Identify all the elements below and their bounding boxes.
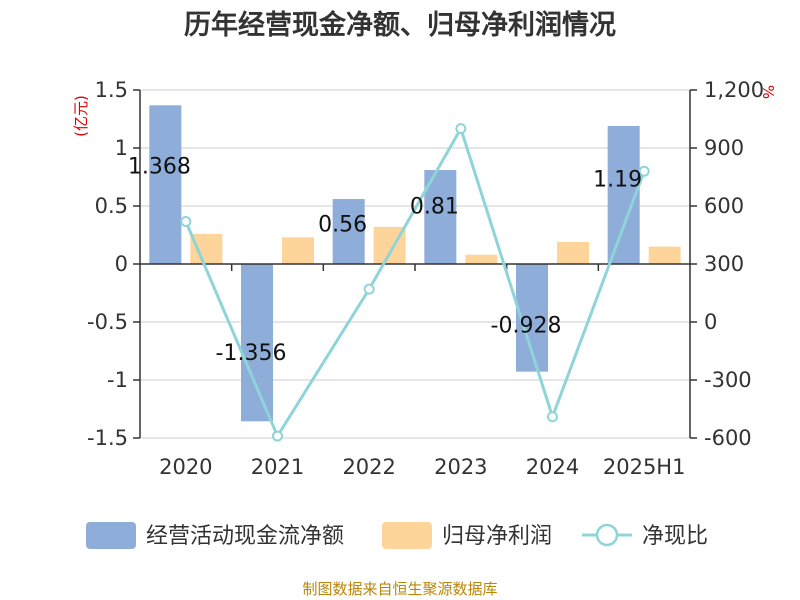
bar-data-label: 0.56	[318, 213, 367, 238]
legend-swatch	[382, 522, 432, 549]
line-series	[180, 123, 650, 442]
legend: 经营活动现金流净额 归母净利润 净现比	[86, 522, 708, 549]
axes	[133, 89, 697, 439]
source-note: 制图数据来自恒生聚源数据库	[302, 580, 497, 598]
line-point	[363, 283, 375, 295]
line-point	[638, 165, 650, 177]
bar	[648, 246, 681, 264]
bar	[332, 199, 365, 264]
x-tick-label: 2025H1	[603, 455, 686, 479]
right-tick-label: 900	[704, 136, 744, 160]
tick-labels: 1.5 1 0.5 0 -0.5 -1 -1.5 1,200 900 600 300 0 -300 -60…	[87, 78, 764, 479]
bar	[190, 233, 223, 264]
right-tick-label: 0	[704, 310, 717, 334]
chart-title: 历年经营现金净额、归母净利润情况	[184, 9, 616, 41]
right-tick-label: 600	[704, 194, 744, 218]
bar-data-label: -0.928	[491, 313, 562, 338]
line-point	[272, 430, 283, 442]
series-line	[184, 124, 646, 440]
bar-data-label: 1.19	[593, 167, 642, 192]
legend-swatch	[86, 522, 136, 549]
left-tick-label: 0.5	[95, 194, 128, 218]
x-tick-label: 2020	[159, 455, 212, 479]
line-point	[455, 123, 467, 135]
legend-swatch-marker	[595, 523, 619, 547]
line-point	[547, 411, 558, 423]
x-tick-label: 2023	[434, 455, 487, 479]
right-tick-label: -600	[704, 426, 752, 450]
right-axis-unit: %	[759, 85, 777, 99]
x-tick-label: 2024	[526, 455, 579, 479]
right-tick-label: 1,200	[704, 78, 764, 102]
left-tick-label: 1	[115, 136, 128, 160]
bar	[465, 254, 498, 264]
left-tick-label: -1.5	[87, 426, 128, 450]
left-tick-label: 1.5	[95, 78, 128, 102]
left-tick-label: 0	[115, 252, 128, 276]
right-tick-label: 300	[704, 252, 744, 276]
x-tick-label: 2021	[251, 455, 304, 479]
bar	[241, 264, 273, 422]
bar-data-label: -1.356	[216, 341, 287, 366]
bar-data-label: 1.368	[128, 155, 191, 180]
bar-data-label: 0.81	[410, 195, 459, 220]
legend-label: 净现比	[642, 524, 708, 549]
bar	[282, 237, 314, 264]
bar	[149, 105, 182, 264]
left-tick-label: -0.5	[87, 310, 128, 334]
line-point	[180, 215, 192, 227]
legend-label: 经营活动现金流净额	[146, 524, 344, 549]
left-axis-unit: (亿元)	[72, 95, 90, 137]
right-tick-label: -300	[704, 368, 752, 392]
data-labels: 1.368 -1.356 0.56 0.81 -0.928 1.19	[128, 155, 642, 366]
x-tick-label: 2022	[342, 455, 395, 479]
bar	[557, 241, 589, 264]
left-tick-label: -1	[107, 368, 128, 392]
legend-label: 归母净利润	[442, 524, 552, 549]
